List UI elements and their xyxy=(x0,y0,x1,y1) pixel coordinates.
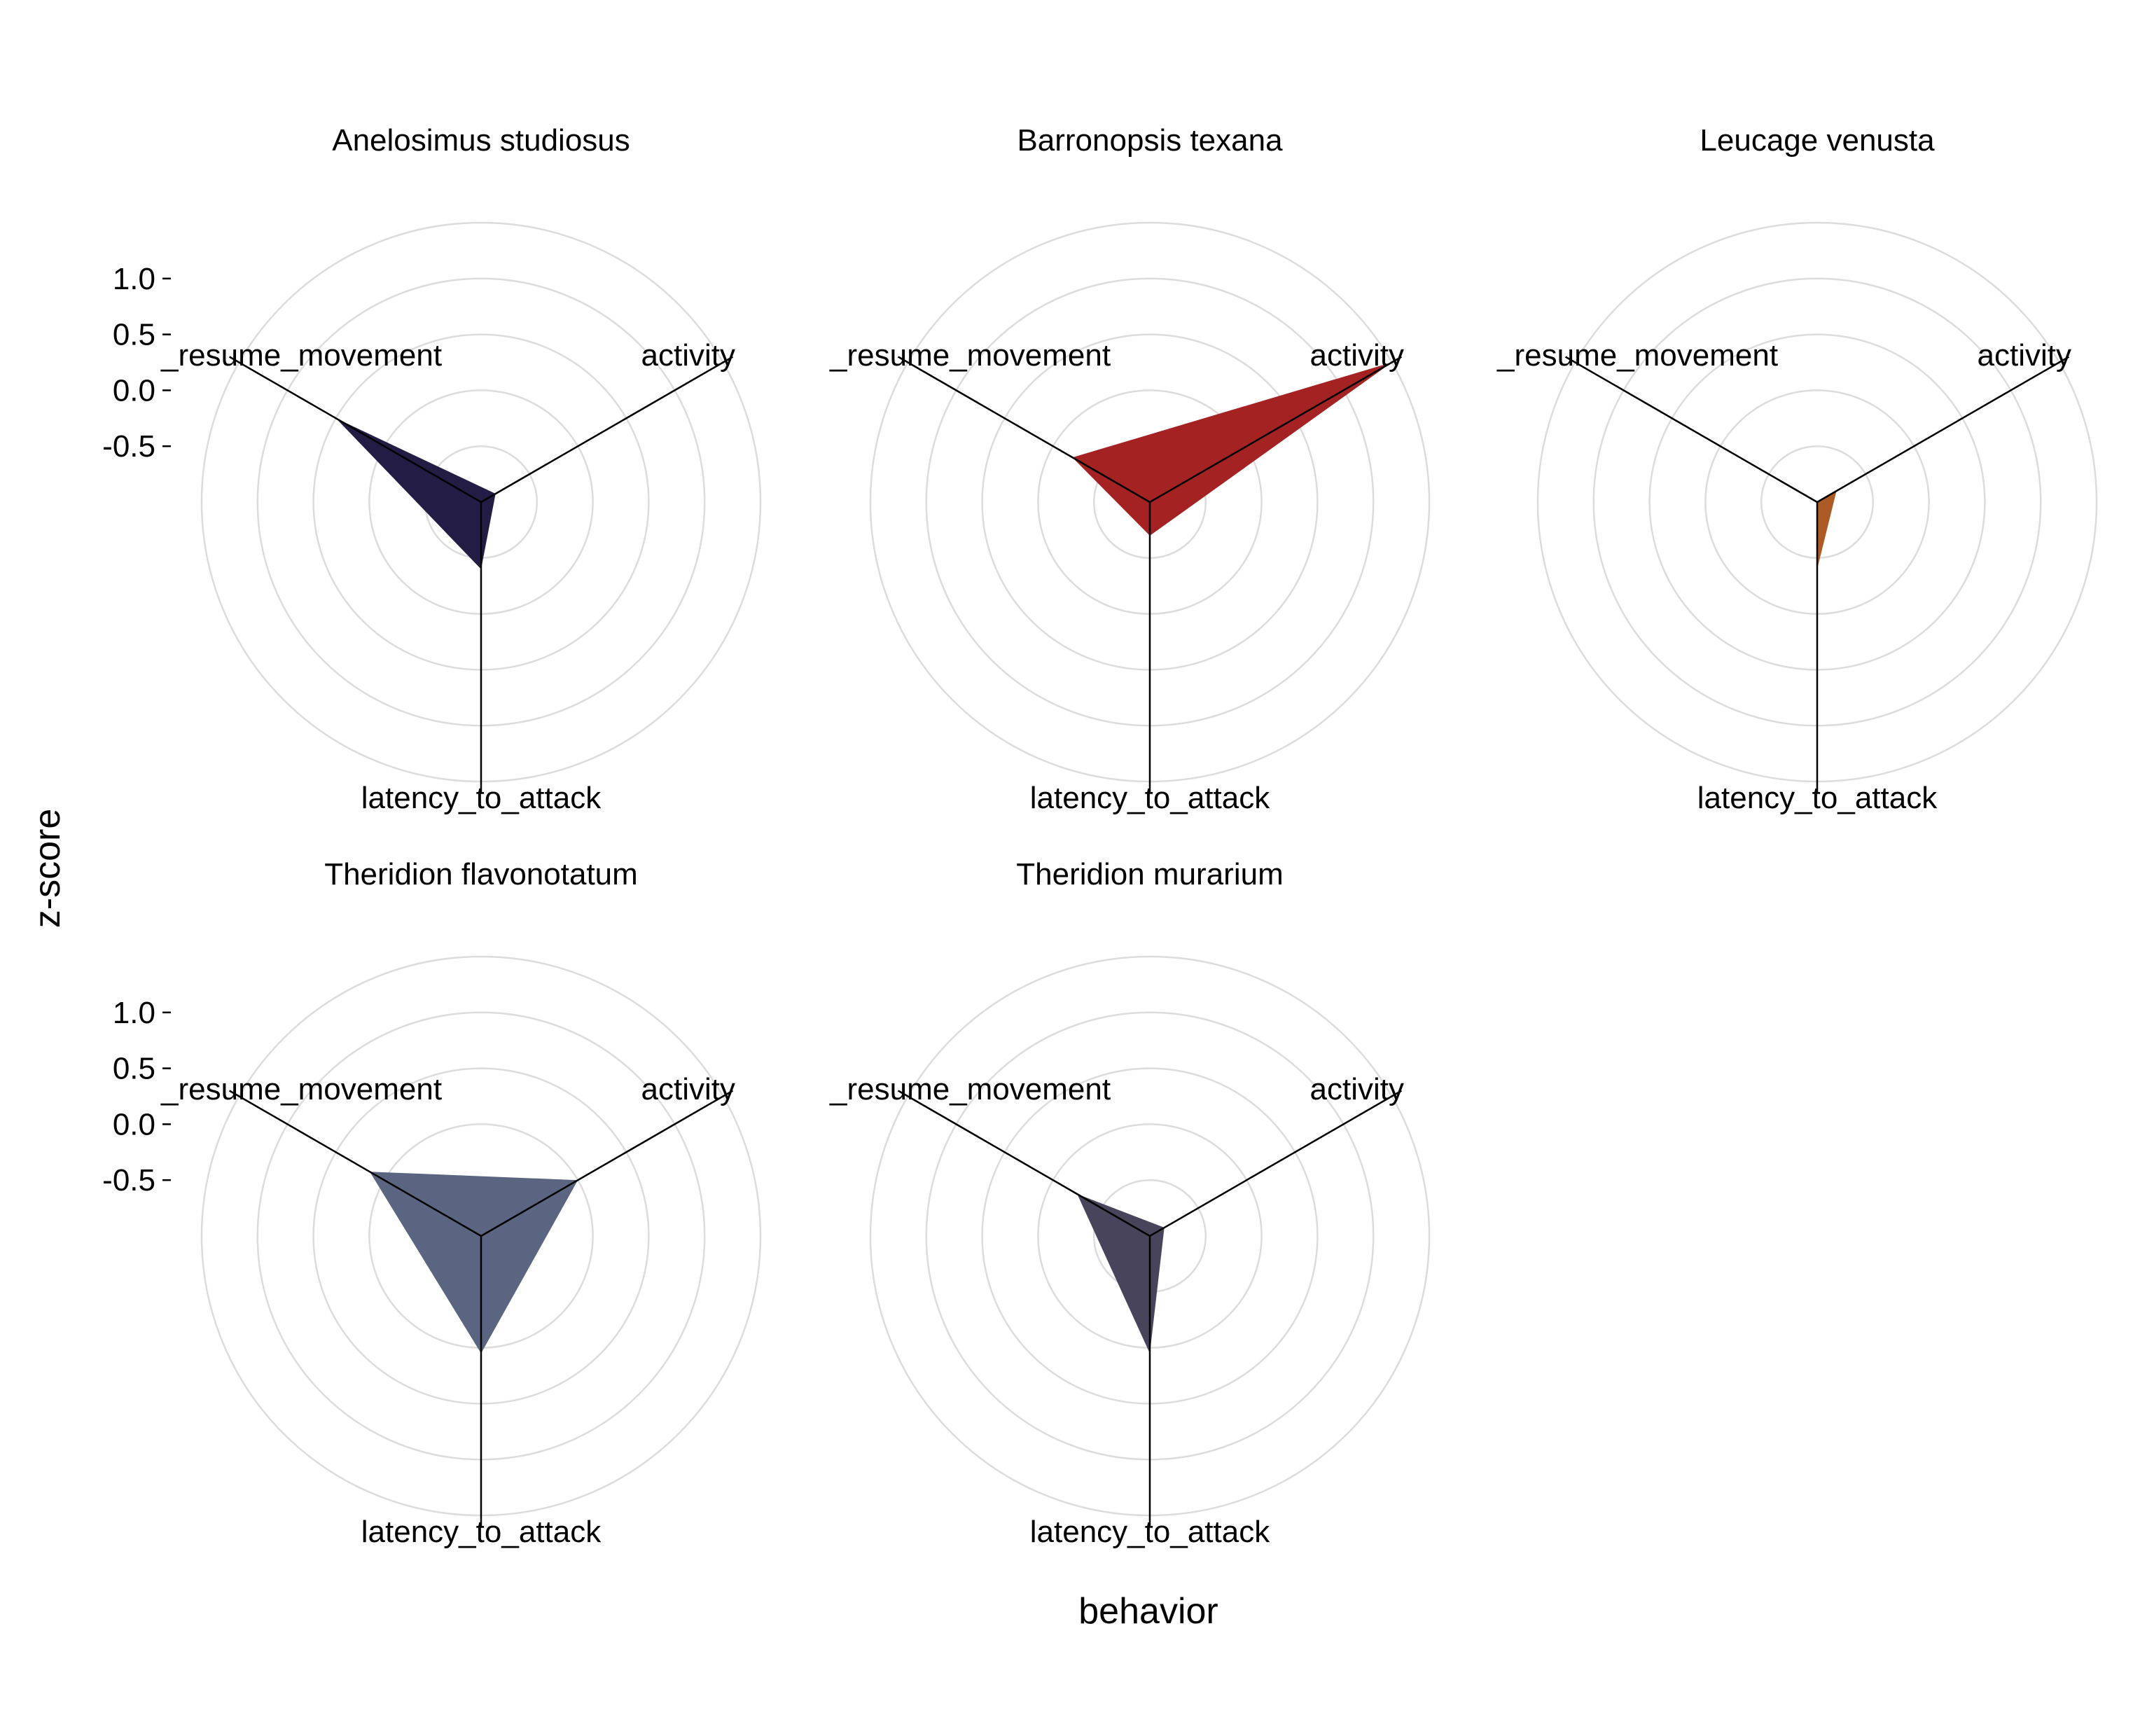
radar-panel: Anelosimus studiosus activity latency_to_a… xyxy=(102,123,762,815)
axis-category-label: latency_to_attack xyxy=(361,781,602,815)
radar-panel: Leucage venusta activity latency_to_attack… xyxy=(1496,123,2098,815)
radar-panel: Barronopsis texana activity latency_to_att… xyxy=(829,123,1431,815)
facet-panels: Anelosimus studiosus activity latency_to_a… xyxy=(102,123,2098,1549)
axis-category-label: latency_to_attack xyxy=(1030,781,1270,815)
axis-category-label: latency_to_attack xyxy=(1030,1515,1270,1549)
axis-category-label: _resume_movement xyxy=(160,338,442,373)
r-tick-label: 0.0 xyxy=(113,1107,155,1141)
axis-category-label: activity xyxy=(1310,338,1404,373)
radar-panel: Theridion flavonotatum activity latency_to… xyxy=(102,857,762,1549)
axis-spoke xyxy=(1816,356,2070,504)
axis-category-label: activity xyxy=(641,338,735,373)
axis-spoke xyxy=(897,356,1151,504)
radar-panel: Theridion murarium activity latency_to_att… xyxy=(829,857,1431,1549)
panel-title: Theridion flavonotatum xyxy=(324,857,638,891)
axis-spoke xyxy=(480,356,734,504)
panel-title: Barronopsis texana xyxy=(1017,123,1283,158)
panel-title: Anelosimus studiosus xyxy=(332,123,630,158)
series-area xyxy=(335,418,496,569)
axis-category-label: _resume_movement xyxy=(160,1072,442,1106)
axis-category-label: latency_to_attack xyxy=(361,1515,602,1549)
panel-title: Leucage venusta xyxy=(1700,123,1935,158)
axis-category-label: _resume_movement xyxy=(829,338,1111,373)
series-area xyxy=(1072,362,1392,536)
y-axis-title: z-score xyxy=(27,809,68,928)
axis-spoke xyxy=(1149,356,1403,504)
x-axis-title: behavior xyxy=(1078,1591,1218,1632)
axis-category-label: _resume_movement xyxy=(829,1072,1111,1106)
axis-spoke xyxy=(228,1090,482,1237)
r-tick-label: 1.0 xyxy=(113,262,155,296)
axis-category-label: activity xyxy=(1978,338,2071,373)
axis-category-label: activity xyxy=(1310,1072,1404,1106)
panel-title: Theridion murarium xyxy=(1016,857,1283,891)
axis-spoke xyxy=(1564,356,1818,504)
r-tick-label: -0.5 xyxy=(102,429,155,464)
axis-category-label: activity xyxy=(641,1072,735,1106)
r-tick-label: 0.5 xyxy=(113,1052,155,1086)
series-area xyxy=(1817,491,1837,569)
axis-category-label: _resume_movement xyxy=(1496,338,1778,373)
series-area xyxy=(1077,1194,1165,1354)
r-tick-label: 0.5 xyxy=(113,318,155,352)
axis-spoke xyxy=(1149,1090,1403,1237)
axis-spoke xyxy=(480,1090,734,1237)
axis-spoke xyxy=(228,356,482,504)
axis-category-label: latency_to_attack xyxy=(1697,781,1938,815)
axis-spoke xyxy=(897,1090,1151,1237)
series-area xyxy=(370,1172,578,1354)
r-tick-label: 0.0 xyxy=(113,373,155,408)
r-tick-label: -0.5 xyxy=(102,1163,155,1197)
r-tick-label: 1.0 xyxy=(113,996,155,1030)
